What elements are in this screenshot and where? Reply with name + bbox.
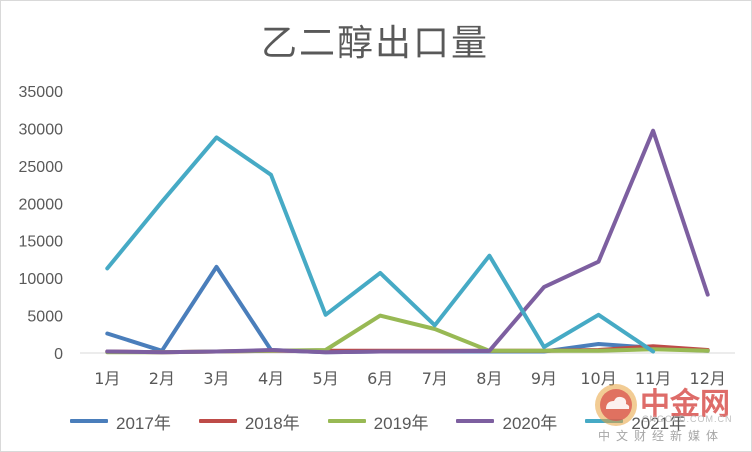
y-tick-label: 30000: [19, 121, 64, 138]
y-tick-label: 0: [54, 346, 63, 363]
x-tick-label: 6月: [367, 369, 393, 388]
cloud-logo-icon: [595, 384, 637, 426]
legend-item: 2017年: [70, 408, 171, 434]
y-tick-label: 35000: [19, 84, 64, 101]
y-axis: 0 5000 10000 15000 20000 25000 30000 35000: [19, 84, 64, 363]
x-tick-label: 8月: [476, 369, 502, 388]
series-lines: [105, 128, 710, 355]
watermark-domain: CNGOLD.COM.CN: [642, 414, 733, 424]
x-tick-label: 12月: [690, 369, 726, 388]
y-tick-label: 20000: [19, 196, 64, 213]
legend-swatch: [70, 419, 108, 423]
legend-swatch: [456, 419, 495, 423]
legend-label: 2018年: [244, 413, 300, 433]
x-tick-label: 2月: [149, 369, 175, 388]
x-tick-label: 1月: [94, 369, 120, 388]
y-tick-label: 25000: [19, 159, 64, 176]
series-line-2020年: [105, 128, 710, 355]
y-tick-label: 10000: [19, 271, 64, 288]
chart-title: 乙二醇出口量: [260, 23, 489, 64]
watermark: 中金网 CNGOLD.COM.CN 中文财经新媒体: [594, 379, 744, 445]
x-axis: 1月 2月 3月 4月 5月 6月 7月 8月 9月 10月 11月 12月: [80, 352, 735, 388]
x-tick-label: 4月: [258, 369, 284, 388]
watermark-tagline: 中文财经新媒体: [598, 429, 725, 443]
series-line-2021年: [105, 135, 656, 354]
x-tick-label: 3月: [203, 369, 229, 388]
x-tick-label: 11月: [635, 369, 671, 388]
legend-label: 2021年: [631, 413, 687, 433]
y-tick-label: 15000: [19, 234, 64, 251]
series-line-2017年: [105, 264, 710, 355]
legend-label: 2017年: [116, 413, 171, 433]
legend-item: 2018年: [198, 408, 300, 434]
x-tick-label: 7月: [422, 369, 448, 388]
x-tick-label: 5月: [313, 369, 339, 388]
legend-item: 2019年: [327, 408, 429, 434]
legend-label: 2020年: [502, 413, 558, 433]
legend-swatch: [327, 419, 366, 423]
legend-label: 2019年: [373, 413, 429, 433]
x-tick-label: 9月: [531, 369, 557, 388]
x-tick-label: 10月: [580, 369, 616, 388]
legend-swatch: [198, 419, 237, 423]
watermark-name: 中金网: [640, 387, 730, 422]
y-tick-label: 5000: [27, 309, 63, 326]
legend-item: 2020年: [456, 408, 557, 434]
